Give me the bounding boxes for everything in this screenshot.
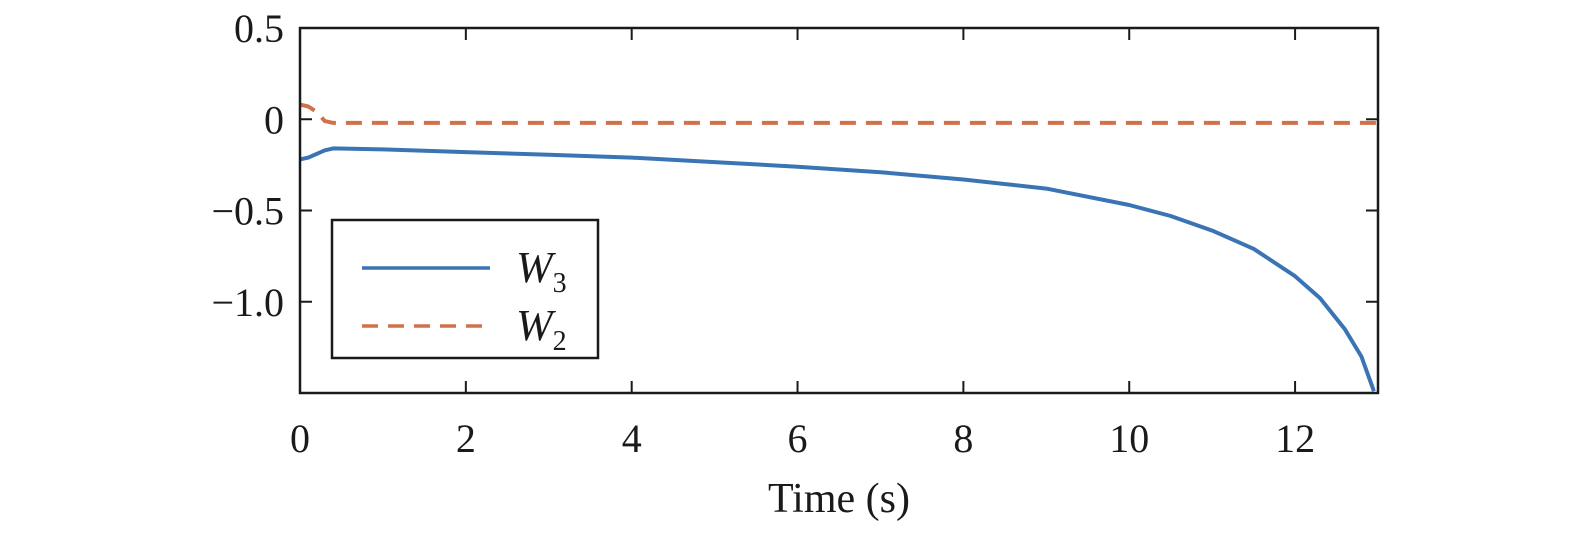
series-line-w2 bbox=[300, 102, 1378, 125]
legend-box bbox=[330, 218, 600, 360]
y-tick-label: −1.0 bbox=[211, 280, 284, 325]
y-tick-label: −0.5 bbox=[211, 189, 284, 234]
legend-label-w2: W2 bbox=[516, 301, 567, 357]
axis-ticks: 0 2 4 6 8 10 12 0.5 0 −0.5 −1.0 bbox=[211, 6, 1378, 461]
x-axis-title: Time (s) bbox=[768, 476, 910, 522]
x-tick-label: 8 bbox=[953, 416, 973, 461]
x-tick-label: 10 bbox=[1109, 416, 1149, 461]
x-tick-label: 2 bbox=[456, 416, 476, 461]
x-tick-label: 4 bbox=[622, 416, 642, 461]
x-tick-label: 6 bbox=[788, 416, 808, 461]
legend: W3 W2 bbox=[330, 218, 600, 360]
series-line-w3 bbox=[300, 146, 1376, 392]
x-tick-label: 0 bbox=[290, 416, 310, 461]
x-tick-label: 12 bbox=[1275, 416, 1315, 461]
plot-area bbox=[300, 102, 1378, 392]
legend-label-w3: W3 bbox=[516, 243, 567, 299]
y-tick-label: 0.5 bbox=[234, 6, 284, 51]
y-tick-label: 0 bbox=[264, 97, 284, 142]
